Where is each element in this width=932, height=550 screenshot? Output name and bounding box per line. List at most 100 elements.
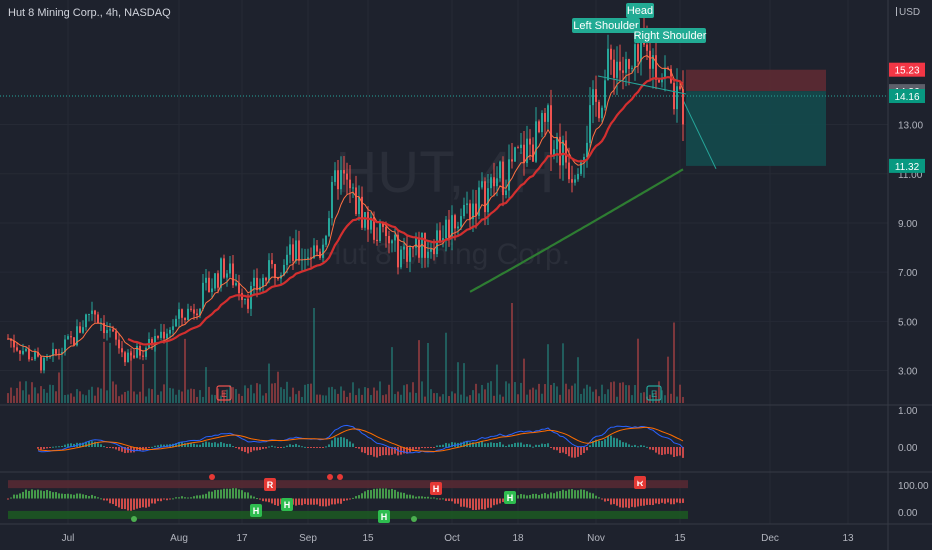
candle-body <box>154 335 156 345</box>
macd-histogram-bar <box>340 436 342 447</box>
candle-body <box>604 80 606 108</box>
candle-body <box>661 77 663 83</box>
candle-body <box>541 113 543 133</box>
volume-bar <box>679 384 681 403</box>
volume-bar <box>154 338 156 403</box>
volume-bar <box>10 387 12 403</box>
volume-bar <box>373 387 375 403</box>
candle-body <box>103 322 105 334</box>
macd-histogram-bar <box>652 447 654 451</box>
osc-bar <box>73 494 75 499</box>
osc-bar <box>406 494 408 499</box>
volume-bar <box>397 391 399 403</box>
osc-bar <box>523 494 525 499</box>
volume-bar <box>364 387 366 403</box>
volume-bar <box>577 357 579 403</box>
volume-bar <box>625 385 627 403</box>
volume-bar <box>256 383 258 403</box>
osc-bar <box>490 498 492 508</box>
osc-bar <box>19 493 21 499</box>
osc-bar <box>613 498 615 505</box>
osc-bar <box>391 488 393 499</box>
macd-histogram-bar <box>136 447 138 451</box>
candle-body <box>433 248 435 255</box>
osc-bar <box>136 498 138 509</box>
macd-histogram-bar <box>265 447 267 449</box>
macd-histogram-bar <box>370 447 372 455</box>
osc-bar <box>184 497 186 499</box>
osc-bar <box>151 498 153 504</box>
macd-histogram-bar <box>187 442 189 447</box>
y-tick-label: 11.00 <box>898 170 923 181</box>
volume-bar <box>508 383 510 403</box>
osc-signal-marker <box>264 478 276 491</box>
macd-histogram-bar <box>475 443 477 447</box>
volume-bar <box>295 394 297 403</box>
macd-histogram-bar <box>361 447 363 453</box>
volume-bar <box>13 395 15 403</box>
macd-histogram-bar <box>478 442 480 447</box>
candle-body <box>682 89 684 125</box>
candle-body <box>445 219 447 239</box>
volume-bar <box>253 393 255 403</box>
pattern-label: Head <box>627 5 653 17</box>
volume-bar <box>424 396 426 403</box>
osc-bar <box>139 498 141 508</box>
macd-histogram-bar <box>526 443 528 447</box>
macd-histogram-bar <box>586 447 588 451</box>
candle-body <box>340 170 342 190</box>
osc-bar <box>154 498 156 504</box>
candle-body <box>121 348 123 353</box>
volume-bars <box>7 303 684 403</box>
volume-bar <box>16 388 18 403</box>
macd-histogram-bar <box>118 447 120 451</box>
osc-bar <box>499 498 501 504</box>
watermark: HUT, 4H Hut 8 Mining Corp. <box>320 140 570 271</box>
candle-body <box>535 121 537 162</box>
volume-bar <box>634 385 636 403</box>
volume-bar <box>583 388 585 403</box>
volume-bar <box>445 332 447 403</box>
volume-bar <box>655 390 657 403</box>
osc-bar <box>634 498 636 508</box>
macd-histogram-bar <box>388 447 390 456</box>
osc-bar <box>448 498 450 501</box>
volume-bar <box>133 391 135 403</box>
volume-bar <box>403 385 405 403</box>
candle-body <box>628 59 630 69</box>
candle-body <box>13 340 15 348</box>
osc-tick-label: 0.00 <box>898 508 918 519</box>
osc-bar <box>91 494 93 499</box>
osc-bar <box>424 496 426 499</box>
macd-histogram-bar <box>631 445 633 447</box>
volume-bar <box>544 384 546 403</box>
macd-histogram-bar <box>196 444 198 447</box>
macd-histogram-bar <box>661 447 663 456</box>
neckline <box>597 75 687 95</box>
candle-body <box>214 273 216 289</box>
candle-body <box>460 216 462 227</box>
candle-body <box>391 240 393 244</box>
osc-bar <box>247 492 249 499</box>
volume-bar <box>682 396 684 403</box>
osc-peak-dot <box>337 474 343 480</box>
candle-body <box>586 142 588 158</box>
candle-body <box>19 350 21 354</box>
volume-bar <box>613 381 615 403</box>
macd-histogram-bar <box>490 442 492 447</box>
osc-bar <box>412 495 414 499</box>
osc-bar <box>271 498 273 504</box>
macd-histogram-bar <box>322 447 324 448</box>
osc-bar <box>259 498 261 500</box>
osc-bar <box>82 494 84 499</box>
osc-peak-dot <box>637 476 643 482</box>
volume-bar <box>607 389 609 403</box>
volume-bar <box>328 387 330 403</box>
osc-bar <box>478 498 480 510</box>
earnings-marker-label: E <box>221 389 227 399</box>
candle-body <box>169 329 171 334</box>
macd-histogram-bar <box>622 442 624 447</box>
candle-body <box>217 273 219 288</box>
macd-histogram-bar <box>436 445 438 447</box>
